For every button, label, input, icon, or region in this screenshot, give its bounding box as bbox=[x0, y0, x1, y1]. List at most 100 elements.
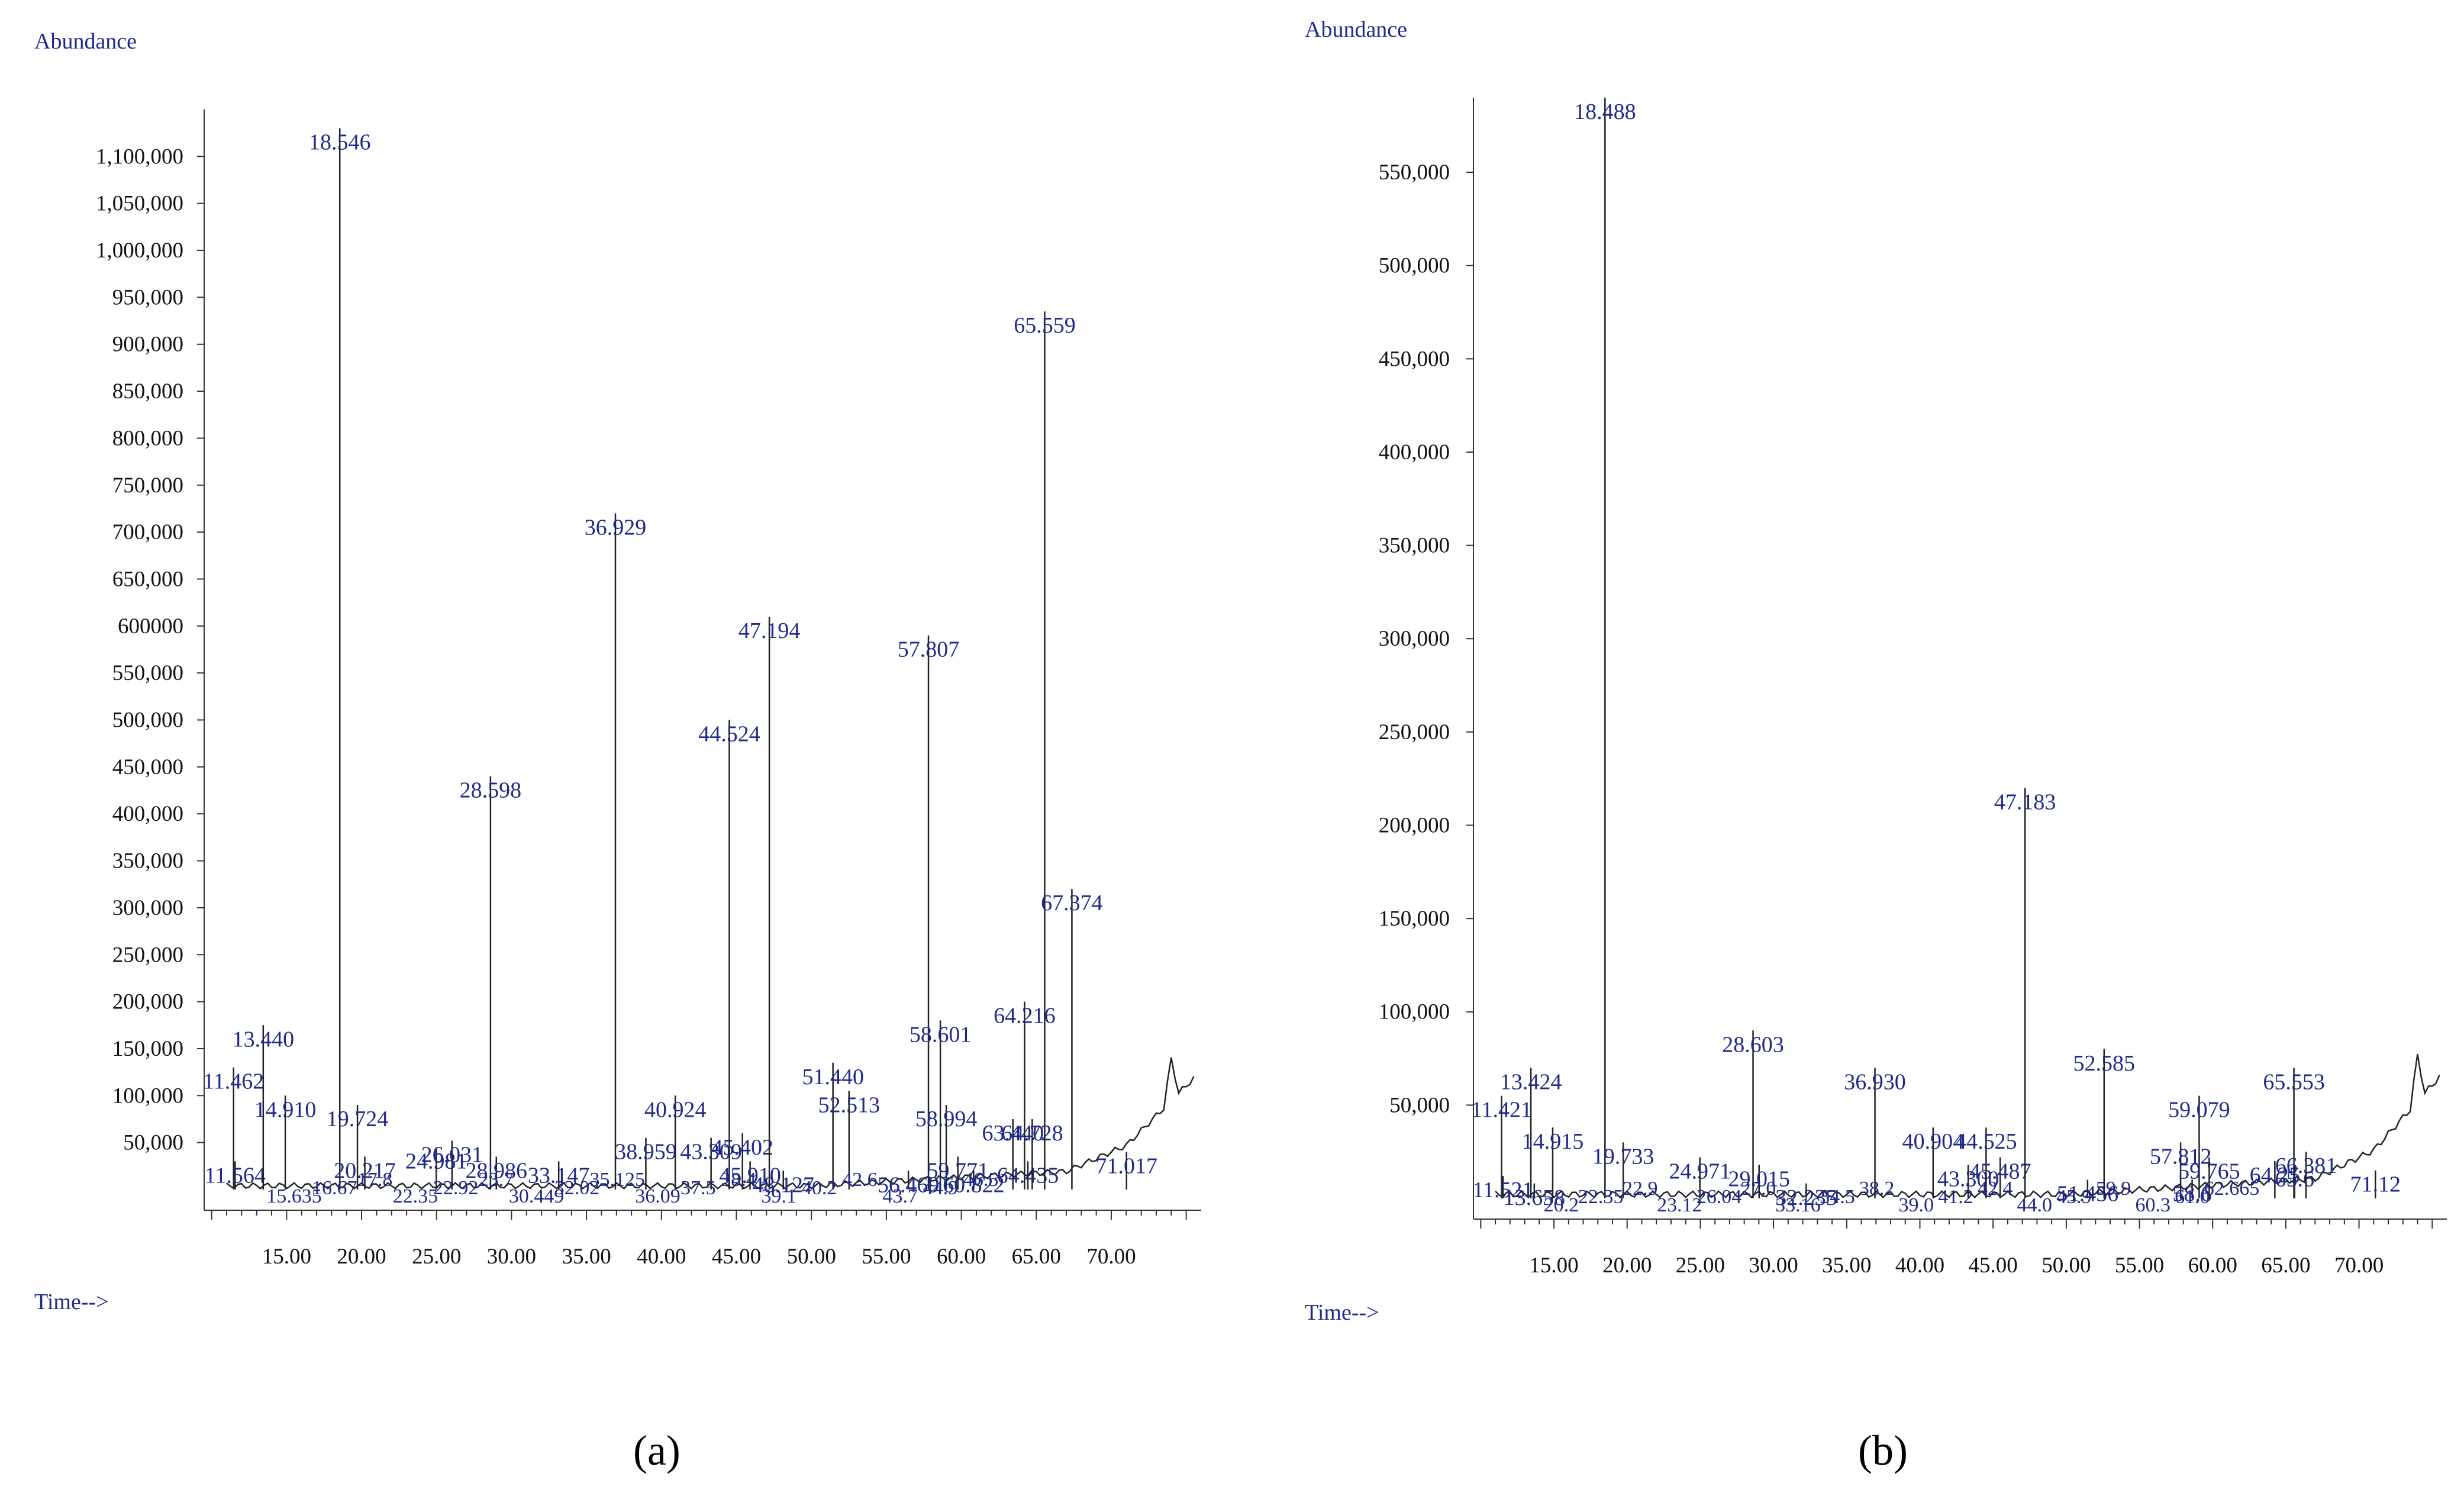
minor-peak-label: 20.2 bbox=[1544, 1194, 1579, 1216]
y-tick-label: 250,000 bbox=[1379, 720, 1450, 744]
y-tick-label: 300,000 bbox=[1379, 627, 1450, 651]
x-tick-label: 60.00 bbox=[937, 1245, 986, 1269]
peak-label: 63.440 bbox=[982, 1121, 1044, 1146]
peak-label: 45.487 bbox=[1969, 1159, 2031, 1184]
peak-label: 19.724 bbox=[327, 1107, 389, 1132]
peak-label: 64.435 bbox=[997, 1163, 1059, 1188]
minor-peak-label: 26.04 bbox=[1697, 1186, 1742, 1208]
y-tick-label: 400,000 bbox=[1379, 440, 1450, 465]
x-tick-label: 35.00 bbox=[1822, 1253, 1871, 1278]
minor-peak-label: 42.4 bbox=[1978, 1178, 2013, 1200]
minor-peak-label: 22.35 bbox=[393, 1185, 438, 1207]
x-tick-label: 20.00 bbox=[1602, 1253, 1652, 1278]
peak-label: 40.904 bbox=[1902, 1129, 1965, 1154]
peak-label: 11.421 bbox=[1471, 1098, 1532, 1123]
peak-label: 28.598 bbox=[460, 778, 522, 803]
peak-label: 38.959 bbox=[615, 1140, 677, 1165]
y-tick-label: 150,000 bbox=[112, 1037, 183, 1061]
minor-peak-label: 17.8 bbox=[357, 1169, 393, 1191]
peak-label: 29.015 bbox=[1728, 1166, 1790, 1191]
minor-peak-label: 59.9 bbox=[2096, 1178, 2131, 1200]
x-tick-label: 45.00 bbox=[712, 1245, 761, 1269]
peak-label: 48.127 bbox=[752, 1172, 814, 1197]
y-tick-label: 550,000 bbox=[112, 661, 183, 685]
peak-label: 47.183 bbox=[1994, 789, 2056, 814]
peak-label: 26.031 bbox=[421, 1142, 483, 1167]
x-tick-label: 40.00 bbox=[637, 1245, 686, 1269]
y-tick-label: 150,000 bbox=[1379, 907, 1450, 931]
panel-a-chromatogram: Abundance Time--> 50,000 100,000 150,000 20… bbox=[34, 29, 1201, 1474]
peak-label: 64.728 bbox=[1001, 1121, 1063, 1146]
y-tick-label: 200,000 bbox=[112, 990, 183, 1014]
y-tick-label: 1,050,000 bbox=[96, 192, 183, 216]
peak-label: 57.807 bbox=[898, 637, 960, 662]
peak-label: 14.910 bbox=[254, 1097, 317, 1122]
y-tick-label: 750,000 bbox=[112, 473, 183, 498]
peak-label: 64.25 bbox=[2250, 1163, 2301, 1188]
minor-peak-label: 41.2 bbox=[1938, 1186, 1973, 1208]
peak-label: 11.462 bbox=[203, 1069, 264, 1094]
peak-label: 33.147 bbox=[528, 1163, 590, 1188]
x-tick-label: 50.00 bbox=[2041, 1253, 2091, 1278]
peak-label: 13.424 bbox=[1500, 1069, 1562, 1094]
y-tick-label: 200,000 bbox=[1379, 813, 1450, 837]
minor-peak-label: 22.9 bbox=[1623, 1178, 1658, 1200]
minor-peak-label: 38.4 bbox=[721, 1169, 756, 1191]
x-tick-label: 30.00 bbox=[1749, 1253, 1798, 1278]
peak-label: 45.402 bbox=[711, 1135, 773, 1160]
y-tick-label: 550,000 bbox=[1379, 160, 1450, 185]
x-tick-label: 65.00 bbox=[1012, 1245, 1061, 1269]
y-tick-label: 900,000 bbox=[112, 333, 183, 357]
peak-label: 59.079 bbox=[2168, 1098, 2230, 1123]
peak-label: 51.440 bbox=[802, 1065, 864, 1089]
y-tick-label: 650,000 bbox=[112, 567, 183, 591]
y-tick-label: 450,000 bbox=[112, 755, 183, 779]
peak-label: 66.381 bbox=[2275, 1153, 2337, 1178]
y-tick-label: 50,000 bbox=[1389, 1093, 1450, 1117]
y-tick-label: 100,000 bbox=[112, 1084, 183, 1108]
x-tick-label: 70.00 bbox=[1086, 1245, 1136, 1269]
peak-label: 52.585 bbox=[2073, 1051, 2136, 1076]
peak-label: 58.601 bbox=[910, 1022, 972, 1047]
minor-peak-label: 23.7 bbox=[479, 1169, 514, 1191]
peak-label: 65.559 bbox=[1014, 313, 1076, 338]
minor-peak-label: 60.3 bbox=[2135, 1194, 2170, 1216]
y-tick-label: 450,000 bbox=[1379, 347, 1450, 371]
y-tick-label: 350,000 bbox=[1379, 534, 1450, 558]
peak-label: 36.929 bbox=[585, 515, 647, 540]
minor-peak-label: 36.09 bbox=[635, 1185, 680, 1207]
panel-b-xlabel: Time--> bbox=[1305, 1300, 1379, 1325]
panel-b-ylabel: Abundance bbox=[1305, 17, 1407, 42]
y-tick-label: 800,000 bbox=[112, 426, 183, 450]
minor-peak-label: 46.5 bbox=[963, 1169, 999, 1191]
peak-label: 44.524 bbox=[698, 722, 760, 747]
panel-b-chromatogram: Abundance Time--> 50,000 100,000 150,000 20… bbox=[1305, 17, 2447, 1474]
peak-label: 13.658 bbox=[1504, 1185, 1566, 1210]
peak-label: 58.994 bbox=[915, 1107, 978, 1132]
peak-label: 44.525 bbox=[1955, 1129, 2017, 1154]
x-tick-label: 25.00 bbox=[1676, 1253, 1725, 1278]
peak-label: 14.915 bbox=[1522, 1129, 1584, 1154]
peak-label: 40.924 bbox=[644, 1097, 707, 1122]
peak-label: 24.981 bbox=[405, 1149, 467, 1174]
x-tick-label: 40.00 bbox=[1895, 1253, 1944, 1278]
peak-label: 59.771 bbox=[927, 1158, 989, 1183]
peak-label: 32.235 bbox=[1775, 1185, 1837, 1210]
y-tick-label: 250,000 bbox=[112, 943, 183, 967]
peak-label: 45.910 bbox=[719, 1163, 781, 1188]
panel-a-ylabel: Abundance bbox=[34, 29, 137, 54]
peak-label: 57.812 bbox=[2150, 1144, 2212, 1169]
minor-peak-label: 16.67 bbox=[312, 1177, 357, 1199]
minor-peak-label: 37.5 bbox=[680, 1177, 716, 1199]
peak-label: 18.488 bbox=[1574, 99, 1636, 124]
peak-label: 65.6 bbox=[2275, 1166, 2314, 1191]
peak-label: 20.217 bbox=[334, 1158, 396, 1183]
y-tick-label: 1,100,000 bbox=[96, 144, 183, 169]
peak-label: 19.733 bbox=[1592, 1144, 1655, 1169]
y-tick-label: 850,000 bbox=[112, 379, 183, 404]
y-tick-label: 600000 bbox=[118, 614, 183, 639]
x-tick-label: 25.00 bbox=[412, 1245, 461, 1269]
x-tick-label: 70.00 bbox=[2334, 1253, 2384, 1278]
panel-b-label: (b) bbox=[1858, 1427, 1908, 1474]
